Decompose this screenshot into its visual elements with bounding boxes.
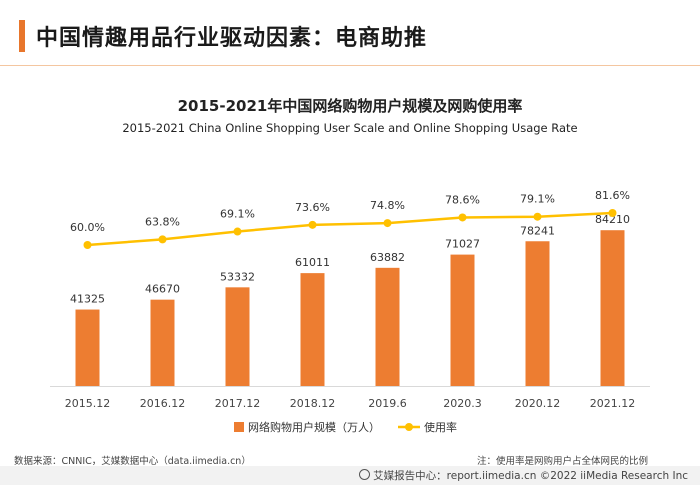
title-accent-bar — [19, 20, 25, 52]
chart-note: 注：使用率是网购用户占全体网民的比例 — [476, 456, 648, 467]
bar-2017.12 — [225, 287, 250, 386]
bar-label-2020.12: 78241 — [520, 224, 555, 237]
x-tick-label-2021.12: 2021.12 — [590, 397, 636, 410]
rate-point-2018.12 — [308, 220, 317, 229]
bar-label-2019.6: 63882 — [370, 251, 405, 264]
page-title: 中国情趣用品行业驱动因素：电商助推 — [36, 26, 428, 51]
copyright-text: 艾媒报告中心：report.iimedia.cn ©2022 iiMedia R… — [373, 470, 688, 482]
rate-label-2020.12: 79.1% — [520, 193, 555, 206]
rate-label-2020.3: 78.6% — [445, 193, 480, 206]
rate-point-2021.12 — [608, 209, 617, 217]
data-source: 数据来源：CNNIC，艾媒数据中心（data.iimedia.cn） — [14, 456, 251, 467]
bar-label-2020.3: 71027 — [445, 238, 480, 251]
bar-2021.12 — [600, 230, 625, 386]
header: 中国情趣用品行业驱动因素：电商助推 — [0, 0, 700, 66]
x-tick-label-2019.6: 2019.6 — [368, 397, 407, 410]
bar-2020.3 — [450, 254, 475, 386]
bar-2019.6 — [375, 267, 400, 386]
x-tick-label-2016.12: 2016.12 — [140, 397, 186, 410]
bar-label-2017.12: 53332 — [220, 270, 255, 283]
combo-chart: 41325 2015.12 46670 2016.12 53332 2017.12 6101… — [50, 189, 650, 434]
bar-2020.12 — [525, 241, 550, 386]
x-tick-label-2018.12: 2018.12 — [290, 397, 336, 410]
legend-bar-swatch — [234, 422, 244, 432]
rate-point-2015.12 — [83, 241, 92, 249]
rate-point-2019.6 — [383, 219, 392, 228]
x-tick-label-2020.12: 2020.12 — [515, 397, 561, 410]
copyright: 艾媒报告中心：report.iimedia.cn ©2022 iiMedia R… — [359, 468, 688, 483]
chart-subtitle: 2015-2021 China Online Shopping User Sca… — [122, 121, 578, 135]
bar-label-2016.12: 46670 — [145, 283, 180, 296]
rate-label-2018.12: 73.6% — [295, 201, 330, 214]
rate-label-2019.6: 74.8% — [370, 199, 405, 212]
bar-2015.12 — [75, 309, 100, 386]
rate-point-2016.12 — [158, 235, 167, 244]
rate-label-2015.12: 60.0% — [70, 221, 105, 234]
x-tick-label-2020.3: 2020.3 — [443, 397, 482, 410]
rate-label-2016.12: 63.8% — [145, 215, 180, 228]
rate-label-2021.12: 81.6% — [595, 189, 630, 202]
rate-point-2017.12 — [233, 227, 242, 236]
legend-line-label: 使用率 — [424, 420, 457, 434]
bar-label-2018.12: 61011 — [295, 256, 330, 269]
bar-2018.12 — [300, 273, 325, 386]
legend-line-marker — [405, 423, 413, 431]
iimedia-logo-icon — [359, 469, 371, 480]
rate-point-2020.12 — [533, 212, 542, 221]
usage-rate-line — [87, 211, 613, 247]
footer-bar: 艾媒报告中心：report.iimedia.cn ©2022 iiMedia R… — [0, 466, 700, 485]
bar-2016.12 — [150, 299, 175, 386]
bar-label-2021.12: 84210 — [595, 213, 630, 226]
bar-label-2015.12: 41325 — [70, 293, 105, 306]
x-tick-label-2015.12: 2015.12 — [65, 397, 111, 410]
chart-title: 2015-2021年中国网络购物用户规模及网购使用率 — [177, 97, 523, 115]
rate-point-2020.3 — [458, 213, 467, 222]
rate-label-2017.12: 69.1% — [220, 208, 255, 221]
legend-bar-label: 网络购物用户规模（万人） — [248, 420, 380, 434]
x-tick-label-2017.12: 2017.12 — [215, 397, 261, 410]
